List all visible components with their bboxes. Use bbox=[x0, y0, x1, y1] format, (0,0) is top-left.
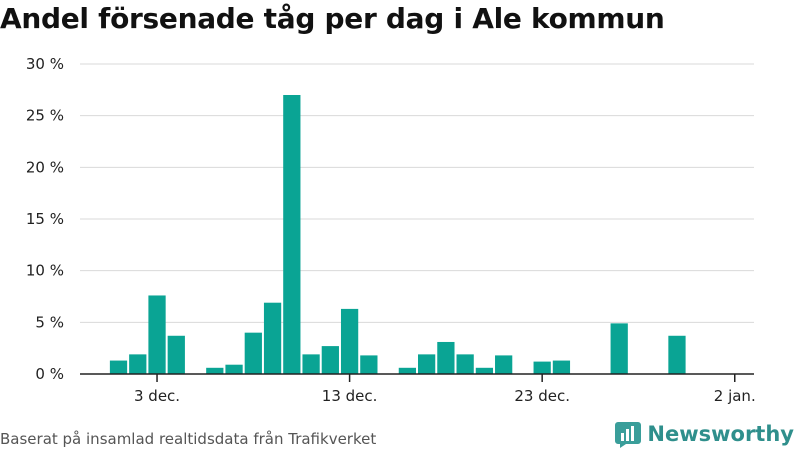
bar bbox=[283, 95, 301, 374]
y-tick-label: 30 % bbox=[26, 55, 64, 73]
source-note: Baserat på insamlad realtidsdata från Tr… bbox=[0, 430, 377, 448]
bar bbox=[437, 341, 455, 374]
y-axis-ticks: 0 % 5 % 10 % 15 % 20 % 25 % 30 % bbox=[26, 55, 64, 383]
bar bbox=[495, 355, 513, 374]
bar bbox=[533, 361, 551, 374]
bar bbox=[475, 367, 494, 374]
x-tick-label: 23 dec. bbox=[514, 387, 570, 405]
bar bbox=[302, 354, 320, 374]
bar-chart: 0 % 5 % 10 % 15 % 20 % 25 % 30 % 3 dec. 13 dec.… bbox=[26, 55, 756, 405]
y-tick-label: 10 % bbox=[26, 262, 64, 280]
bar bbox=[109, 360, 128, 374]
y-tick-label: 0 % bbox=[35, 365, 64, 383]
bar bbox=[206, 367, 224, 374]
bar-chart-logo-icon bbox=[615, 422, 642, 448]
brand-name: Newsworthy bbox=[647, 422, 794, 446]
bars bbox=[109, 95, 686, 374]
y-tick-label: 15 % bbox=[26, 210, 64, 228]
x-axis-ticks: 3 dec. 13 dec. 23 dec. 2 jan. bbox=[134, 374, 756, 405]
bar bbox=[244, 332, 262, 374]
bar bbox=[129, 354, 147, 374]
bar bbox=[167, 335, 185, 374]
bar bbox=[360, 355, 378, 374]
bar bbox=[321, 346, 339, 374]
bar bbox=[225, 364, 243, 374]
bar bbox=[610, 323, 628, 374]
y-tick-label: 20 % bbox=[26, 158, 64, 176]
bar bbox=[148, 295, 166, 374]
bar bbox=[668, 335, 686, 374]
bar bbox=[456, 354, 474, 374]
y-tick-label: 5 % bbox=[35, 313, 64, 331]
bar bbox=[552, 360, 571, 374]
y-tick-label: 25 % bbox=[26, 107, 64, 125]
chart-title: Andel försenade tåg per dag i Ale kommun bbox=[0, 2, 665, 35]
bar bbox=[418, 354, 436, 374]
bar bbox=[263, 302, 282, 374]
bar bbox=[340, 308, 359, 374]
gridlines bbox=[80, 63, 754, 323]
x-tick-label: 2 jan. bbox=[714, 387, 756, 405]
brand-logo: Newsworthy bbox=[615, 420, 794, 448]
bar bbox=[398, 367, 416, 374]
x-tick-label: 13 dec. bbox=[322, 387, 378, 405]
x-tick-label: 3 dec. bbox=[134, 387, 180, 405]
